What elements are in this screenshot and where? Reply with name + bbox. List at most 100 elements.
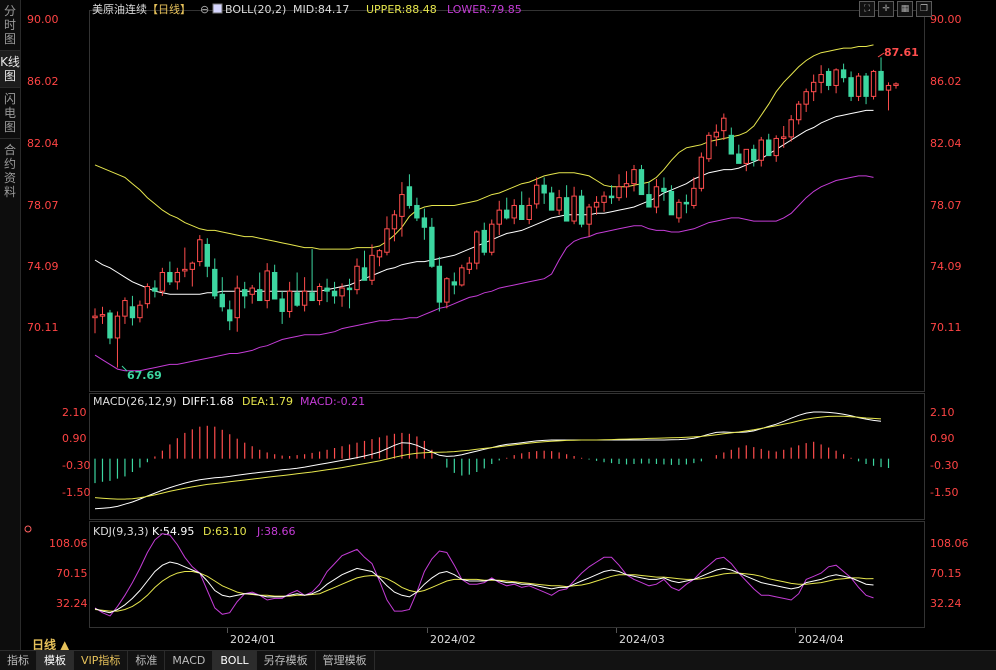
chart-toolbar: ⛶ ✛ ▦ ❐ (859, 1, 932, 17)
kdj-k-line (94, 561, 874, 614)
settings-icon[interactable]: ▦ (897, 1, 913, 17)
candle (256, 272, 263, 302)
candle (698, 152, 705, 192)
sidebar-tab-kline[interactable]: K线图 (0, 50, 20, 87)
y-tick: -0.30 (930, 459, 958, 472)
candle (781, 125, 787, 148)
tab-standard[interactable]: 标准 (128, 651, 166, 670)
sidebar-tab-timeshare[interactable]: 分时图 (3, 4, 16, 46)
candle-body (631, 169, 637, 185)
candle-body (346, 287, 353, 291)
tab-boll[interactable]: BOLL (213, 651, 257, 670)
candle (818, 65, 824, 94)
candle (376, 249, 383, 267)
candle (833, 68, 839, 94)
candle (810, 74, 817, 102)
macd-diff: DIFF:1.68 (182, 395, 234, 408)
kdj-name: KDJ(9,3,3) (93, 525, 149, 538)
candle-body (189, 262, 196, 270)
boll-upper-line (94, 44, 874, 250)
candle-body (721, 117, 727, 132)
y-tick: 0.90 (62, 432, 87, 445)
macd-legend: MACD(26,12,9) DIFF:1.68 DEA:1.79 MACD:-0… (93, 395, 365, 408)
candle-body (264, 270, 270, 302)
candle (676, 199, 682, 223)
candle-body (324, 287, 330, 292)
candle (391, 210, 398, 242)
candle (182, 247, 188, 278)
candle-body (818, 74, 824, 83)
pane-borders (89, 10, 925, 628)
tab-vip-indicator[interactable]: VIP指标 (74, 651, 129, 670)
candle (533, 177, 540, 209)
candle-body (429, 226, 435, 267)
candle (870, 69, 877, 100)
candle (601, 191, 607, 212)
y-tick: 2.10 (62, 406, 87, 419)
candle-body (593, 201, 600, 208)
candle-body (331, 290, 338, 297)
candle (691, 177, 697, 209)
candle (721, 113, 727, 141)
indicator-settings-icon (212, 3, 223, 14)
tab-manage-template[interactable]: 管理模板 (316, 651, 375, 670)
candle (489, 219, 495, 256)
candle-body (795, 103, 802, 121)
bottom-toolbar: 指标 模板 VIP指标 标准 MACD BOLL 另存模板 管理模板 (0, 650, 996, 670)
y-tick: 86.02 (27, 75, 59, 88)
tab-template[interactable]: 模板 (37, 651, 74, 670)
macd-dea: DEA:1.79 (242, 395, 293, 408)
candle (436, 256, 443, 312)
y-tick: 0.90 (930, 432, 955, 445)
y-tick: -0.30 (62, 459, 90, 472)
kdj-y-axis: 108.06 70.15 32.24 108.06 70.15 32.24 (49, 537, 969, 610)
period-selector[interactable]: 日线 ▲ (32, 638, 70, 652)
candle-body (810, 81, 817, 93)
tab-macd[interactable]: MACD (165, 651, 214, 670)
kdj-settings-icon (24, 525, 32, 533)
candle-body (706, 134, 712, 160)
y-tick: 86.02 (930, 75, 962, 88)
crosshair-icon[interactable]: ✛ (878, 1, 894, 17)
kdj-legend: KDJ(9,3,3) K:54.95 D:63.10 J:38.66 (24, 525, 295, 538)
candle (504, 197, 510, 220)
candle-body (466, 262, 472, 270)
candle (631, 164, 637, 192)
candle (519, 191, 525, 220)
candle-body (758, 139, 764, 161)
fullscreen-icon[interactable]: ⛶ (859, 1, 875, 17)
candle (788, 115, 794, 142)
candle (728, 127, 735, 155)
candle (706, 132, 712, 162)
candle (107, 309, 113, 345)
y-tick: 90.00 (27, 13, 59, 26)
candle-body (436, 265, 443, 303)
candle-body (623, 183, 630, 188)
restore-icon[interactable]: ❐ (916, 1, 932, 17)
candle-body (204, 243, 210, 267)
candle-body (122, 300, 128, 317)
sidebar-tab-tick-chart[interactable]: 闪电图 (0, 87, 20, 138)
candle-body (825, 70, 832, 86)
y-tick: -1.50 (62, 486, 90, 499)
candle (751, 144, 757, 167)
candle (855, 72, 862, 102)
candle-body (286, 290, 293, 312)
candle (758, 136, 764, 167)
candle (137, 300, 143, 323)
candle (526, 197, 532, 225)
tab-save-template[interactable]: 另存模板 (257, 651, 316, 670)
candle (249, 284, 255, 304)
candle (429, 217, 435, 268)
y-tick: -1.50 (930, 486, 958, 499)
candle-body (833, 69, 839, 86)
candle-body (691, 187, 697, 206)
candle-body (99, 314, 106, 317)
candle (825, 68, 832, 91)
tab-indicator[interactable]: 指标 (0, 651, 37, 670)
candle-body (361, 267, 368, 281)
candle-body (391, 214, 398, 230)
candle-body (159, 271, 166, 292)
sidebar-tab-contract-info[interactable]: 合约资料 (0, 138, 20, 203)
